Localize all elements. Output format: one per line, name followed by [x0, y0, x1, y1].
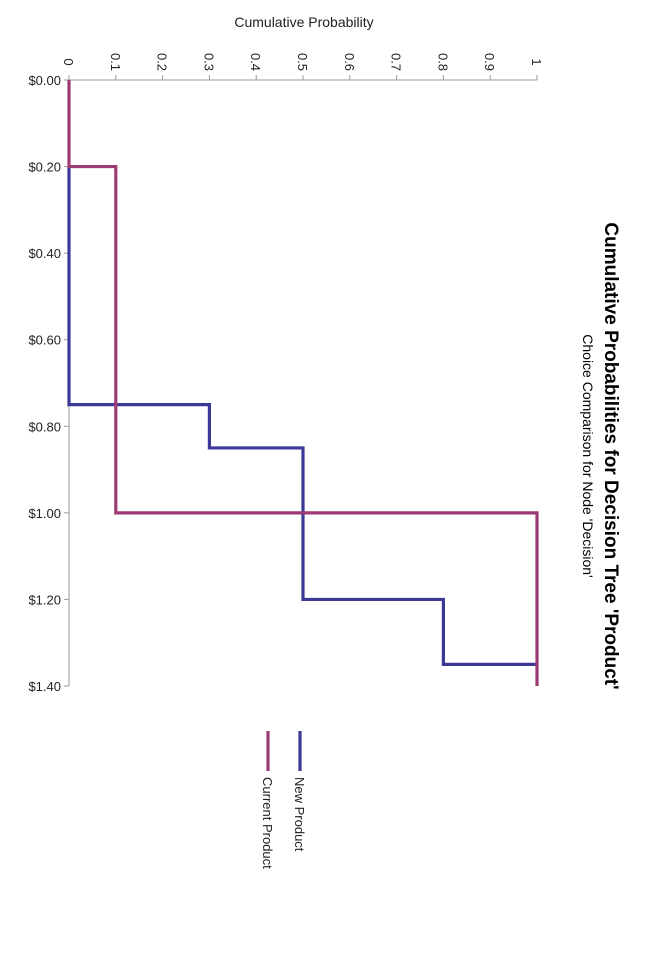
legend-label-current-product: Current Product	[260, 777, 275, 869]
value-tick-label: $0.80	[28, 419, 61, 434]
legend: New Product Current Product	[260, 731, 307, 869]
value-tick-label: $1.00	[28, 506, 61, 521]
probability-tick-label: 0.1	[108, 53, 123, 71]
series-line-new-product	[67, 166, 537, 666]
value-tick-label: $0.40	[28, 246, 61, 261]
probability-tick-label: 0	[61, 58, 76, 65]
value-tick-label: $0.20	[28, 160, 61, 175]
plot-area	[67, 80, 539, 686]
chart-title: Cumulative Probabilities for Decision Tr…	[600, 222, 621, 689]
value-tick-label: $0.60	[28, 333, 61, 348]
value-tick-label: $1.40	[28, 679, 61, 694]
legend-label-new-product: New Product	[292, 777, 307, 852]
value-tick-label: $0.00	[28, 73, 61, 88]
probability-tick-label: 0.6	[342, 53, 357, 71]
probability-tick-label: 0.3	[201, 53, 216, 71]
chart-subtitle: Choice Comparison for Node 'Decision'	[580, 334, 596, 577]
value-tick-label: $1.20	[28, 592, 61, 607]
series-line-current-product	[67, 80, 539, 686]
probability-tick-label: 0.2	[155, 53, 170, 71]
probability-tick-label: 1	[529, 58, 544, 65]
probability-tick-label: 0.8	[435, 53, 450, 71]
probability-tick-label: 0.9	[482, 53, 497, 71]
probability-tick-label: 0.5	[295, 53, 310, 71]
probability-tick-label: 0.4	[248, 53, 263, 71]
probability-tick-label: 0.7	[389, 53, 404, 71]
axes: 0 0.1 0.2 0.3 0.4 0.5 0.6 0.7 0.8 0.9 1 $0.00 $0.20 $…	[28, 53, 544, 694]
y-axis-label: Cumulative Probability	[234, 14, 373, 30]
